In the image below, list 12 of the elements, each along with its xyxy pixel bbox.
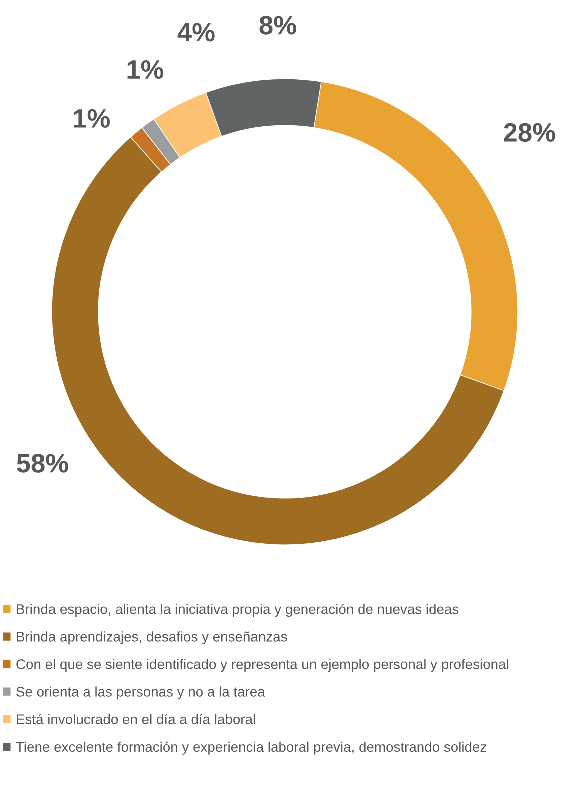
- data-label: 4%: [178, 23, 215, 42]
- legend-label: Tiene excelente formación y experiencia laboral previa, demostrando solidez: [16, 742, 486, 755]
- data-label: 1%: [74, 109, 110, 128]
- data-label: 8%: [260, 16, 296, 35]
- legend-label: Brinda aprendizajes, desafios y enseñanzas: [17, 632, 288, 645]
- legend-label: Con el que se siente identificado y representa un ejemplo personal y profesional: [16, 659, 508, 672]
- data-label: 28%: [504, 123, 556, 142]
- legend-label: Brinda espacio, alienta la iniciativa propia y generación de nuevas ideas: [17, 604, 459, 618]
- data-label: 58%: [17, 454, 68, 473]
- legend-label: Está involucrado en el día a día laboral: [17, 714, 256, 724]
- legend-label: Se orienta a las personas y no a la tarea: [16, 686, 266, 700]
- data-label: 1%: [128, 60, 164, 80]
